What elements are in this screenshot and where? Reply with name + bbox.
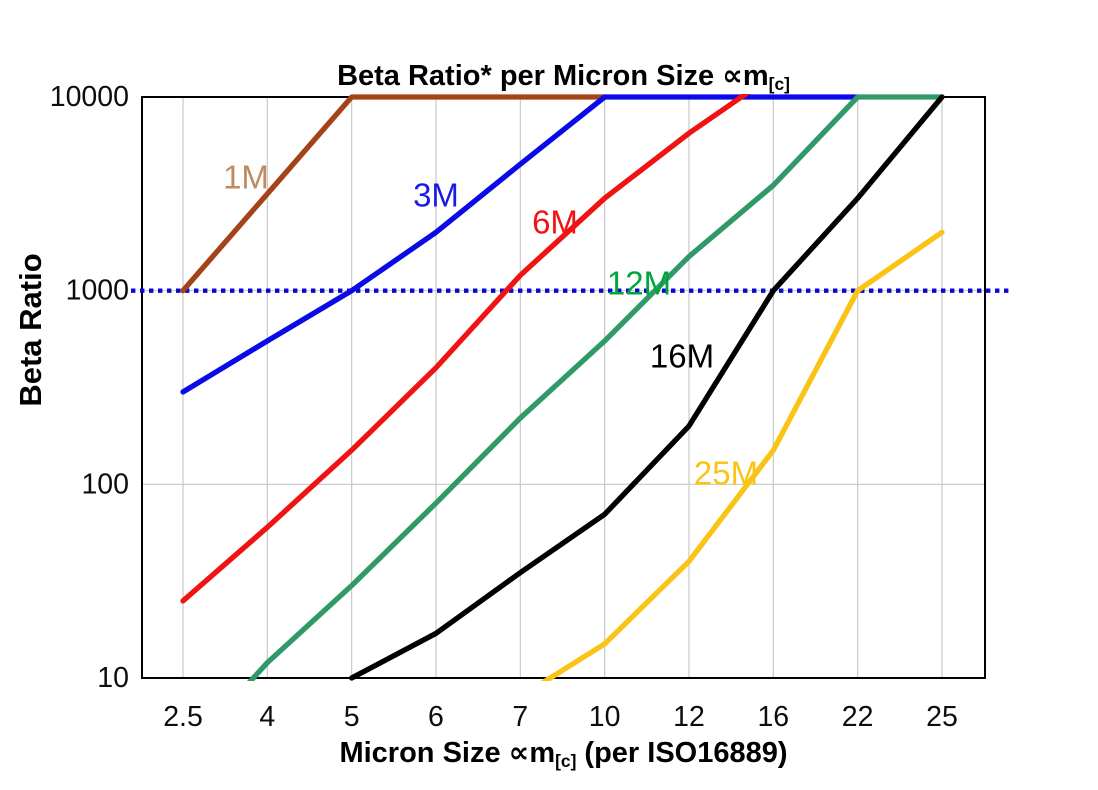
series-label-1M: 1M	[223, 159, 269, 196]
x-tick-label-4: 4	[259, 701, 275, 733]
series-line-12M	[247, 94, 945, 681]
series-label-12M: 12M	[607, 265, 671, 302]
series-label-16M: 16M	[650, 338, 714, 375]
y-tick-label-10: 10	[97, 662, 129, 694]
x-axis-title-subscript: [c]	[555, 750, 577, 771]
x-tick-label-5: 5	[344, 701, 360, 733]
series-label-25M: 25M	[694, 455, 758, 492]
x-tick-label-12: 12	[673, 701, 705, 733]
chart-title-text: Beta Ratio* per Micron Size	[337, 60, 723, 92]
x-tick-label-7: 7	[512, 701, 528, 733]
y-axis-title: Beta Ratio	[13, 253, 48, 407]
x-tick-label-22: 22	[842, 701, 874, 733]
series-lines-group	[180, 94, 945, 681]
series-label-6M: 6M	[532, 204, 578, 241]
series-line-25M	[540, 229, 945, 681]
x-axis-proportional-symbol: ∝m	[508, 737, 556, 769]
chart-title-subscript: [c]	[768, 73, 790, 94]
x-axis-title: Micron Size ∝m[c] (per ISO16889)	[142, 735, 985, 772]
x-tick-label-10: 10	[589, 701, 621, 733]
series-label-3M: 3M	[413, 177, 459, 214]
x-tick-label-25: 25	[926, 701, 958, 733]
proportional-symbol: ∝m	[722, 60, 769, 92]
x-axis-title-text: Micron Size	[339, 737, 509, 769]
chart-title: Beta Ratio* per Micron Size ∝m[c]	[142, 58, 985, 95]
y-tick-label-100: 100	[81, 468, 129, 500]
y-tick-label-1000: 1000	[66, 275, 129, 307]
x-tick-label-2.5: 2.5	[163, 701, 203, 733]
x-tick-label-6: 6	[428, 701, 444, 733]
series-line-6M	[180, 94, 751, 604]
series-line-16M	[349, 94, 945, 681]
x-axis-title-suffix: (per ISO16889)	[576, 737, 788, 769]
x-tick-label-16: 16	[757, 701, 789, 733]
series-line-1M	[180, 94, 608, 294]
y-tick-label-10000: 10000	[50, 81, 129, 113]
